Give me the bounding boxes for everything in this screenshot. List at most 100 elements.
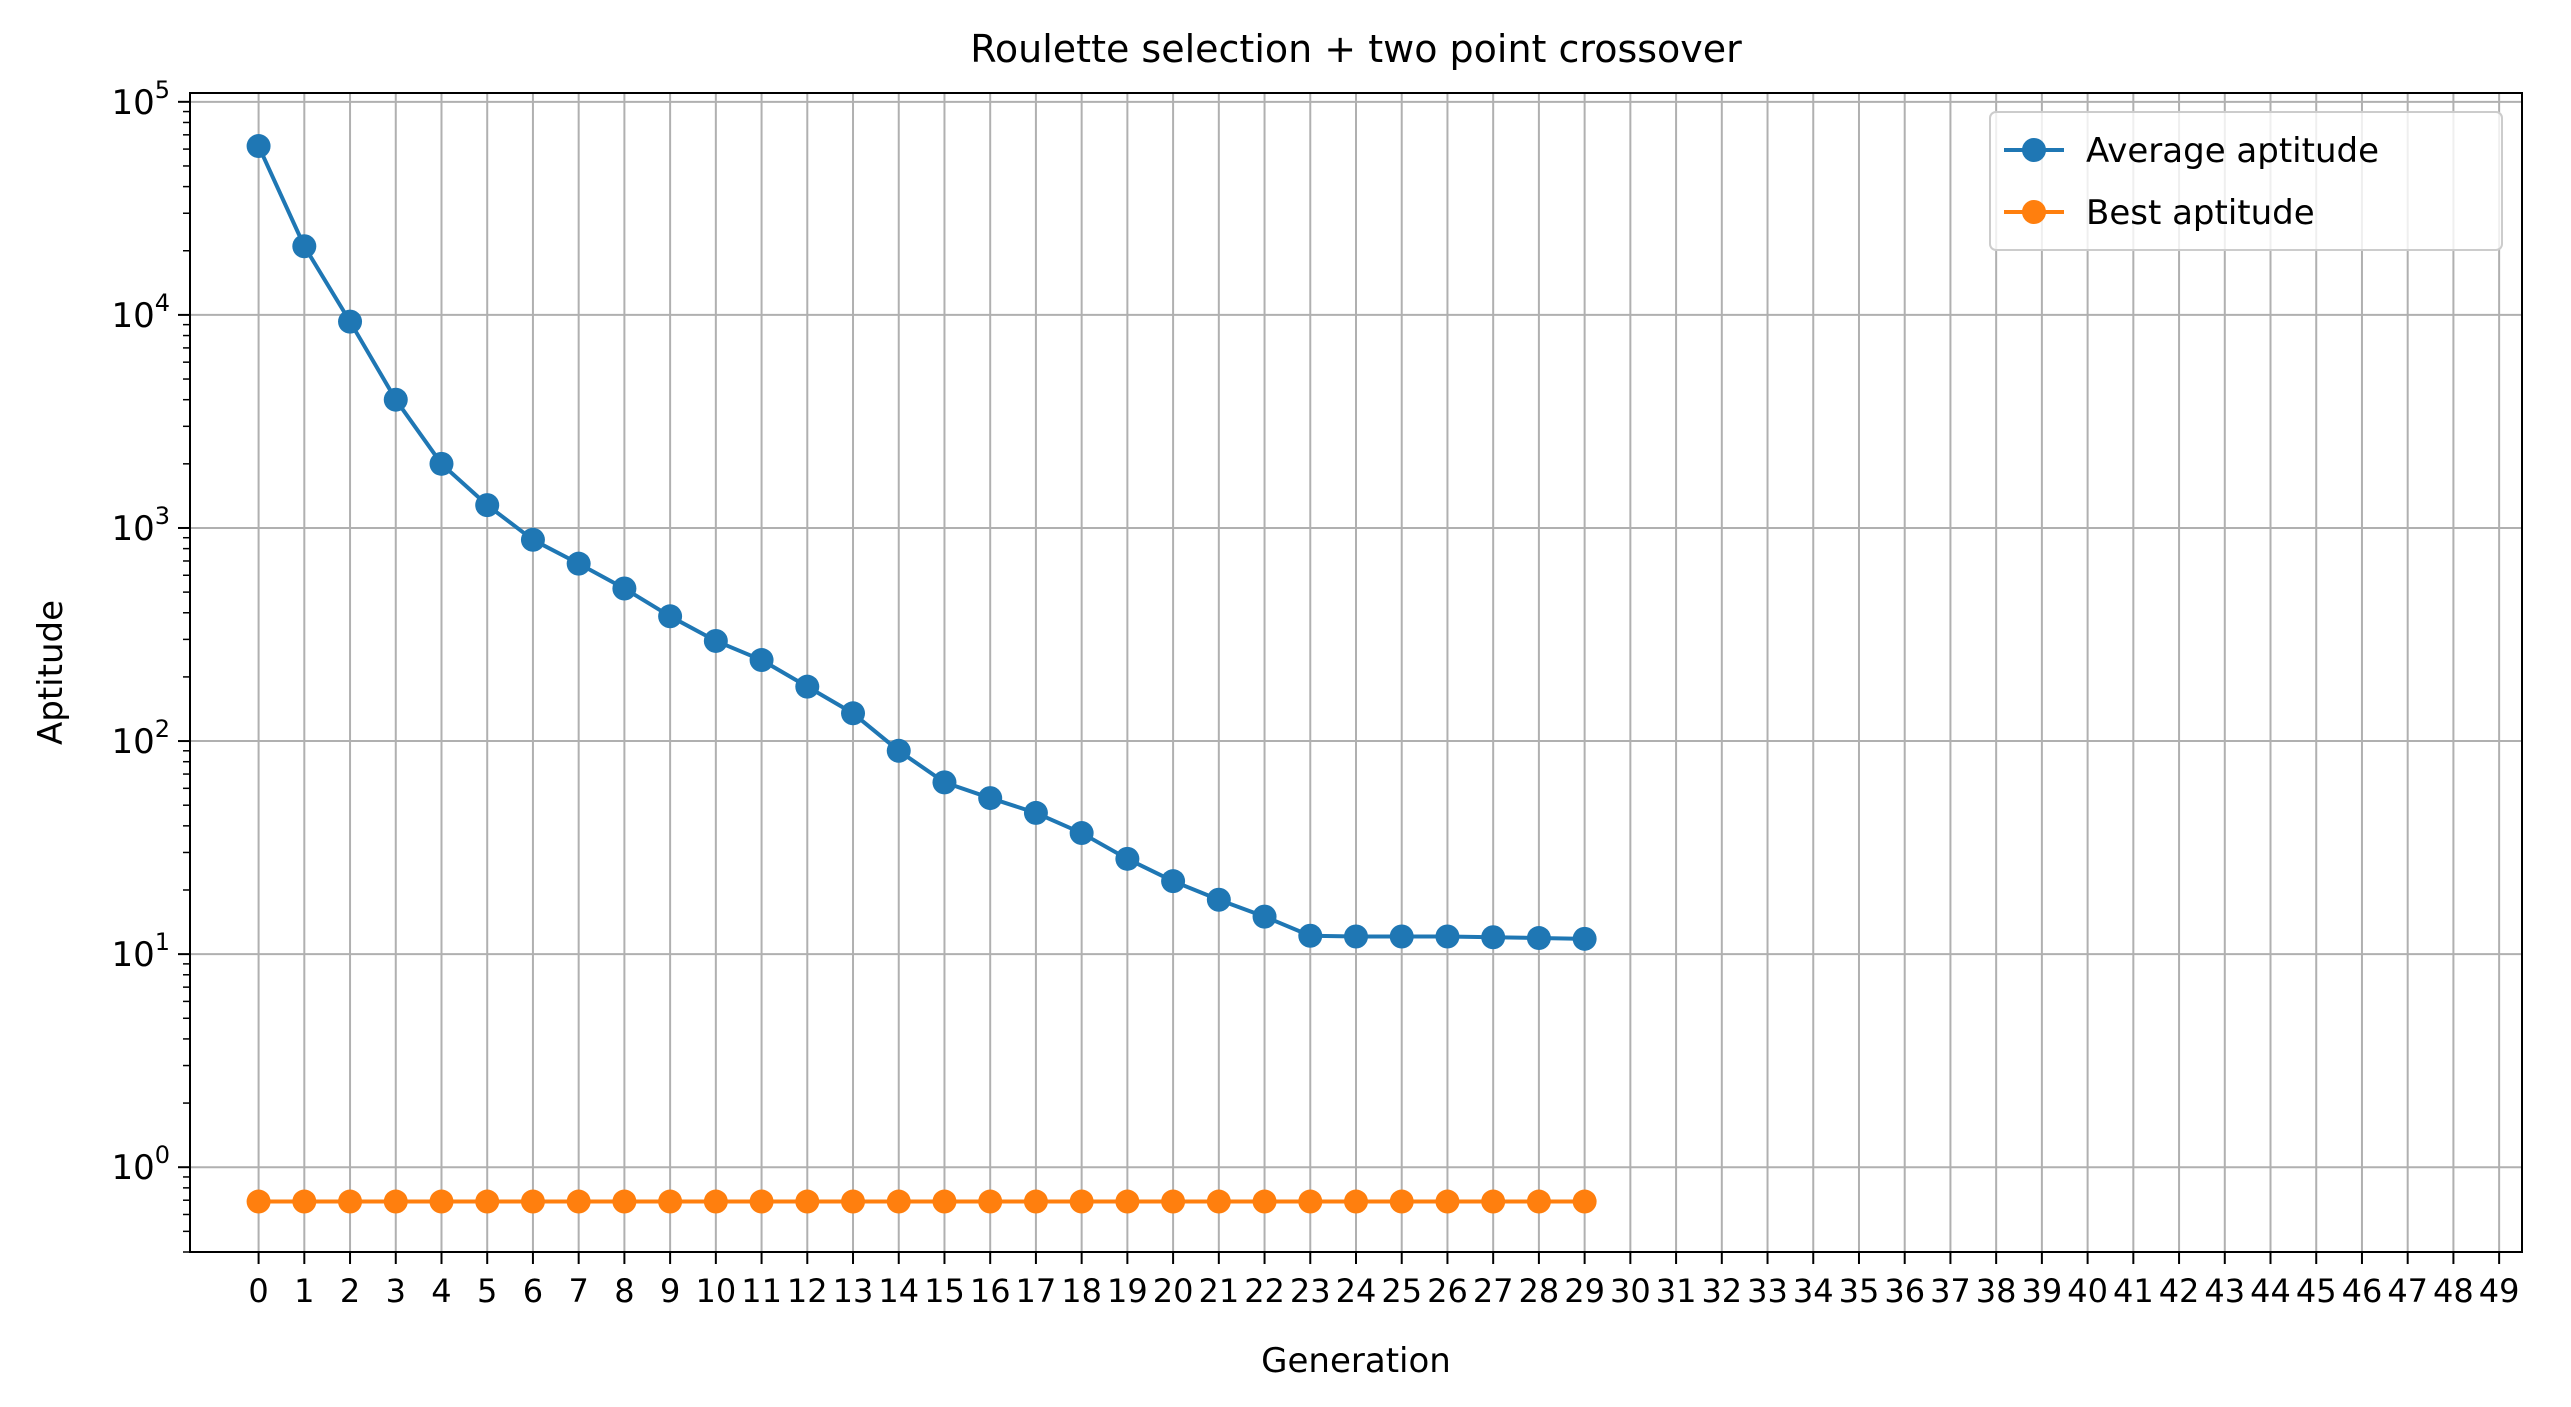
x-tick-label: 20 bbox=[1153, 1272, 1194, 1310]
x-tick-label: 8 bbox=[614, 1272, 634, 1310]
x-tick-label: 19 bbox=[1107, 1272, 1148, 1310]
data-point bbox=[246, 134, 271, 159]
data-point bbox=[1023, 800, 1048, 825]
data-point bbox=[1572, 1189, 1597, 1214]
data-point bbox=[1435, 924, 1460, 949]
data-point bbox=[246, 1189, 271, 1214]
y-minor-ticks bbox=[183, 110, 190, 1253]
x-tick-label: 6 bbox=[523, 1272, 543, 1310]
x-tick-label: 0 bbox=[248, 1272, 268, 1310]
x-tick-label: 39 bbox=[2022, 1272, 2063, 1310]
x-tick-label: 28 bbox=[1519, 1272, 1560, 1310]
data-point bbox=[749, 1189, 774, 1214]
y-ticks: 100 101 102 103 104 105 bbox=[111, 76, 190, 1188]
data-point bbox=[338, 1189, 363, 1214]
data-point bbox=[1298, 1189, 1323, 1214]
data-point bbox=[338, 309, 363, 334]
legend-marker-best bbox=[2022, 200, 2046, 224]
x-tick-label: 38 bbox=[1976, 1272, 2017, 1310]
plot-frame bbox=[189, 92, 2523, 1253]
data-point bbox=[886, 738, 911, 763]
x-tick-label: 49 bbox=[2479, 1272, 2520, 1310]
y-tick-label: 101 bbox=[111, 928, 170, 975]
data-point bbox=[566, 551, 591, 576]
y-tick-label: 103 bbox=[111, 502, 170, 549]
data-point bbox=[1252, 904, 1277, 929]
data-point bbox=[383, 387, 408, 412]
grid-lines bbox=[190, 93, 2522, 1252]
x-tick-label: 18 bbox=[1061, 1272, 1102, 1310]
data-point bbox=[1526, 1189, 1551, 1214]
data-point bbox=[292, 234, 317, 259]
data-point bbox=[1481, 925, 1506, 950]
legend: Average aptitude Best aptitude bbox=[1989, 111, 2503, 251]
data-point bbox=[475, 1189, 500, 1214]
data-point bbox=[1115, 846, 1140, 871]
y-axis-label: Aptitude bbox=[31, 600, 71, 745]
data-point bbox=[1161, 1189, 1186, 1214]
x-tick-label: 13 bbox=[833, 1272, 874, 1310]
data-point bbox=[658, 604, 683, 629]
data-point bbox=[841, 701, 866, 726]
x-tick-label: 24 bbox=[1336, 1272, 1377, 1310]
data-point bbox=[932, 770, 957, 795]
data-point bbox=[1344, 1189, 1368, 1214]
legend-box bbox=[1989, 111, 2503, 251]
data-point bbox=[1435, 1189, 1460, 1214]
x-tick-label: 31 bbox=[1656, 1272, 1697, 1310]
x-tick-label: 29 bbox=[1564, 1272, 1605, 1310]
data-point bbox=[383, 1189, 408, 1214]
data-point bbox=[932, 1189, 957, 1214]
x-axis-label: Generation bbox=[1261, 1341, 1451, 1381]
data-point bbox=[1206, 1189, 1231, 1214]
data-point bbox=[1344, 924, 1368, 949]
data-point bbox=[429, 451, 454, 476]
data-point bbox=[886, 1189, 911, 1214]
x-tick-label: 25 bbox=[1381, 1272, 1422, 1310]
x-tick-label: 15 bbox=[924, 1272, 965, 1310]
data-point bbox=[1526, 926, 1551, 951]
y-tick-label: 100 bbox=[111, 1141, 170, 1188]
x-tick-label: 40 bbox=[2067, 1272, 2108, 1310]
data-point bbox=[292, 1189, 317, 1214]
x-tick-label: 36 bbox=[1884, 1272, 1925, 1310]
data-point bbox=[1389, 924, 1414, 949]
data-point bbox=[978, 786, 1003, 811]
x-tick-label: 12 bbox=[787, 1272, 828, 1310]
data-point bbox=[703, 1189, 728, 1214]
data-point bbox=[841, 1189, 866, 1214]
x-tick-label: 34 bbox=[1793, 1272, 1834, 1310]
x-tick-label: 37 bbox=[1930, 1272, 1971, 1310]
x-tick-label: 30 bbox=[1610, 1272, 1651, 1310]
data-point bbox=[1161, 869, 1186, 894]
x-tick-label: 23 bbox=[1290, 1272, 1331, 1310]
data-point bbox=[1298, 923, 1323, 948]
x-tick-label: 35 bbox=[1839, 1272, 1880, 1310]
data-point bbox=[1206, 887, 1231, 912]
data-point bbox=[612, 1189, 637, 1214]
x-tick-label: 10 bbox=[695, 1272, 736, 1310]
x-tick-label: 26 bbox=[1427, 1272, 1468, 1310]
data-point bbox=[1481, 1189, 1506, 1214]
x-tick-label: 43 bbox=[2204, 1272, 2245, 1310]
y-tick-label: 102 bbox=[111, 715, 170, 762]
data-point bbox=[703, 628, 728, 653]
y-tick-label: 105 bbox=[111, 76, 170, 123]
x-tick-label: 3 bbox=[386, 1272, 406, 1310]
x-tick-label: 2 bbox=[340, 1272, 360, 1310]
x-tick-label: 32 bbox=[1701, 1272, 1742, 1310]
data-point bbox=[566, 1189, 591, 1214]
x-tick-label: 11 bbox=[741, 1272, 782, 1310]
x-tick-label: 21 bbox=[1198, 1272, 1239, 1310]
x-tick-label: 46 bbox=[2342, 1272, 2383, 1310]
x-tick-label: 33 bbox=[1747, 1272, 1788, 1310]
data-point bbox=[612, 576, 637, 601]
data-point bbox=[1069, 1189, 1094, 1214]
x-tick-label: 41 bbox=[2113, 1272, 2154, 1310]
x-tick-label: 9 bbox=[660, 1272, 680, 1310]
data-point bbox=[1069, 821, 1094, 846]
data-point bbox=[429, 1189, 454, 1214]
x-tick-label: 7 bbox=[568, 1272, 588, 1310]
legend-label-best: Best aptitude bbox=[2086, 193, 2315, 233]
